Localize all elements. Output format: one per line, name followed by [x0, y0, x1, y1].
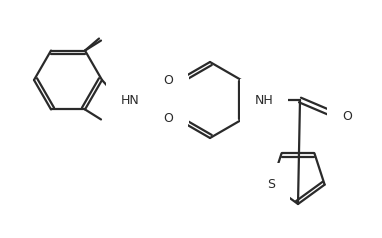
Text: O: O	[342, 110, 352, 124]
Text: O: O	[163, 74, 173, 88]
Text: NH: NH	[255, 94, 274, 106]
Text: O: O	[163, 113, 173, 125]
Text: S: S	[163, 93, 172, 107]
Text: HN: HN	[121, 94, 139, 106]
Text: S: S	[267, 178, 275, 191]
